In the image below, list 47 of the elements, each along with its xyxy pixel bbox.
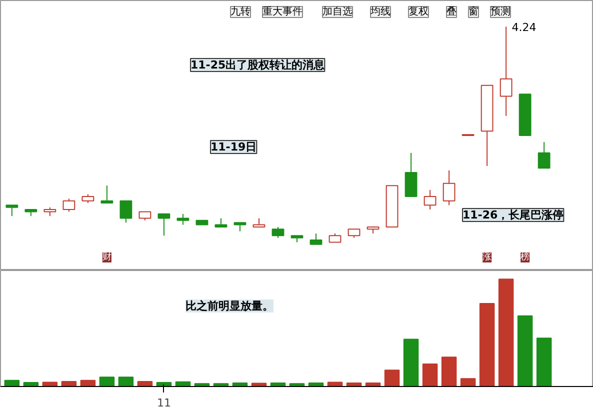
candlestick — [62, 198, 76, 212]
candlestick — [404, 152, 418, 197]
bar — [403, 338, 419, 386]
text: 窗 — [468, 6, 478, 18]
bar — [460, 378, 476, 386]
text: 财 — [102, 251, 112, 262]
bar — [99, 376, 115, 386]
bar — [118, 376, 134, 386]
bar — [327, 382, 343, 386]
annotation: 4.24 — [512, 21, 536, 34]
bar — [42, 382, 58, 386]
text: 预测 — [490, 6, 510, 18]
bar — [137, 380, 153, 386]
candlestick — [272, 226, 284, 238]
candlestick — [100, 185, 114, 204]
x-tick-label: 11 — [156, 396, 171, 409]
candlestick — [120, 200, 132, 224]
candlestick — [424, 189, 436, 210]
candlestick — [176, 213, 190, 226]
candlestick — [6, 204, 18, 217]
annotation: 11-19日 — [210, 140, 257, 154]
annotation: 11-25出了股权转让的消息 — [190, 58, 326, 72]
bar — [384, 370, 400, 386]
text: 榜 — [520, 251, 530, 262]
candlestick — [158, 213, 170, 236]
text: 复权 — [408, 6, 428, 18]
bar — [536, 338, 552, 386]
candlestick — [442, 170, 456, 206]
candlestick — [538, 142, 550, 169]
annotation: 比之前明显放量。 — [186, 300, 274, 312]
text: 九转 — [230, 6, 250, 18]
bar — [61, 380, 77, 386]
bar — [498, 278, 514, 386]
text: 涨 — [482, 251, 492, 262]
text: 重大事件 — [262, 6, 302, 18]
bar — [4, 380, 20, 386]
bar — [479, 302, 495, 386]
annotation: 11-26，长尾巴涨停 — [462, 208, 564, 222]
text: 叠 — [446, 6, 456, 18]
candlestick — [500, 26, 512, 116]
candlestick — [310, 232, 322, 245]
bar — [441, 356, 457, 386]
bar — [422, 363, 438, 386]
bar — [80, 380, 96, 386]
text: 均线 — [370, 6, 390, 18]
text: 加自选 — [322, 6, 352, 18]
bar — [517, 315, 533, 386]
